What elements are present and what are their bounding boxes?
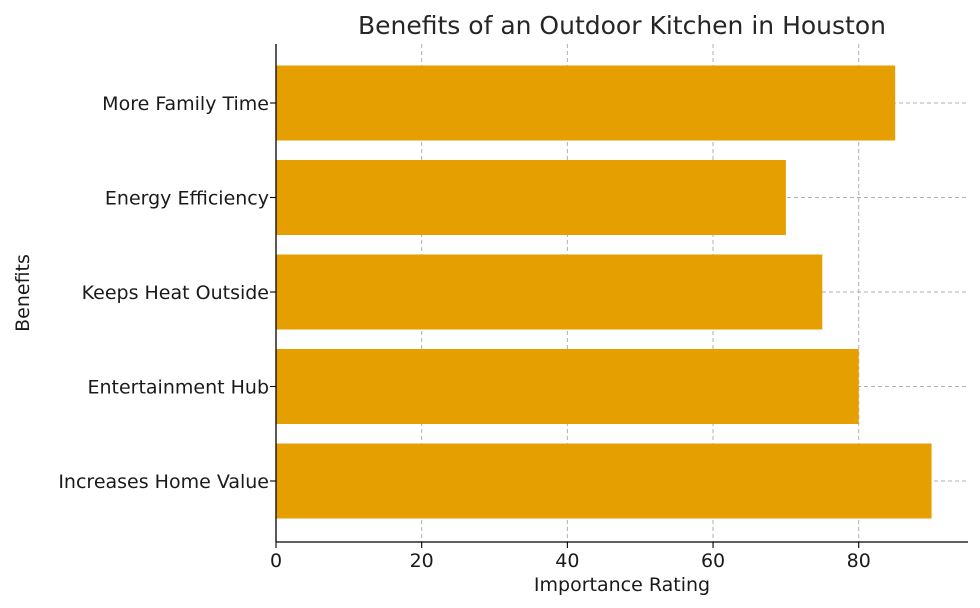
bar <box>276 65 896 141</box>
x-tick-label: 60 <box>701 550 725 572</box>
bar <box>276 160 786 235</box>
x-tick-label: 40 <box>555 550 579 572</box>
x-tick-label: 80 <box>847 550 871 572</box>
y-tick-label: More Family Time <box>102 93 269 115</box>
axes-layer <box>275 44 968 543</box>
bar <box>276 443 932 519</box>
bar <box>276 349 859 424</box>
y-axis-label: Benefits <box>12 254 34 332</box>
y-tick-label: Energy Efficiency <box>105 188 269 210</box>
y-tick-label: Increases Home Value <box>58 471 269 493</box>
x-tick-label: 0 <box>270 550 282 572</box>
x-tick-label: 20 <box>410 550 434 572</box>
bars-layer <box>276 65 932 519</box>
y-tick-label: Entertainment Hub <box>87 377 269 399</box>
x-axis-label: Importance Rating <box>534 574 710 596</box>
x-ticks: 0 20 40 60 80 <box>270 542 871 572</box>
y-tick-label: Keeps Heat Outside <box>82 282 269 304</box>
y-ticks: Increases Home Value Entertainment Hub Kee… <box>58 93 276 493</box>
chart-title: Benefits of an Outdoor Kitchen in Housto… <box>358 11 886 40</box>
bar <box>276 254 823 330</box>
